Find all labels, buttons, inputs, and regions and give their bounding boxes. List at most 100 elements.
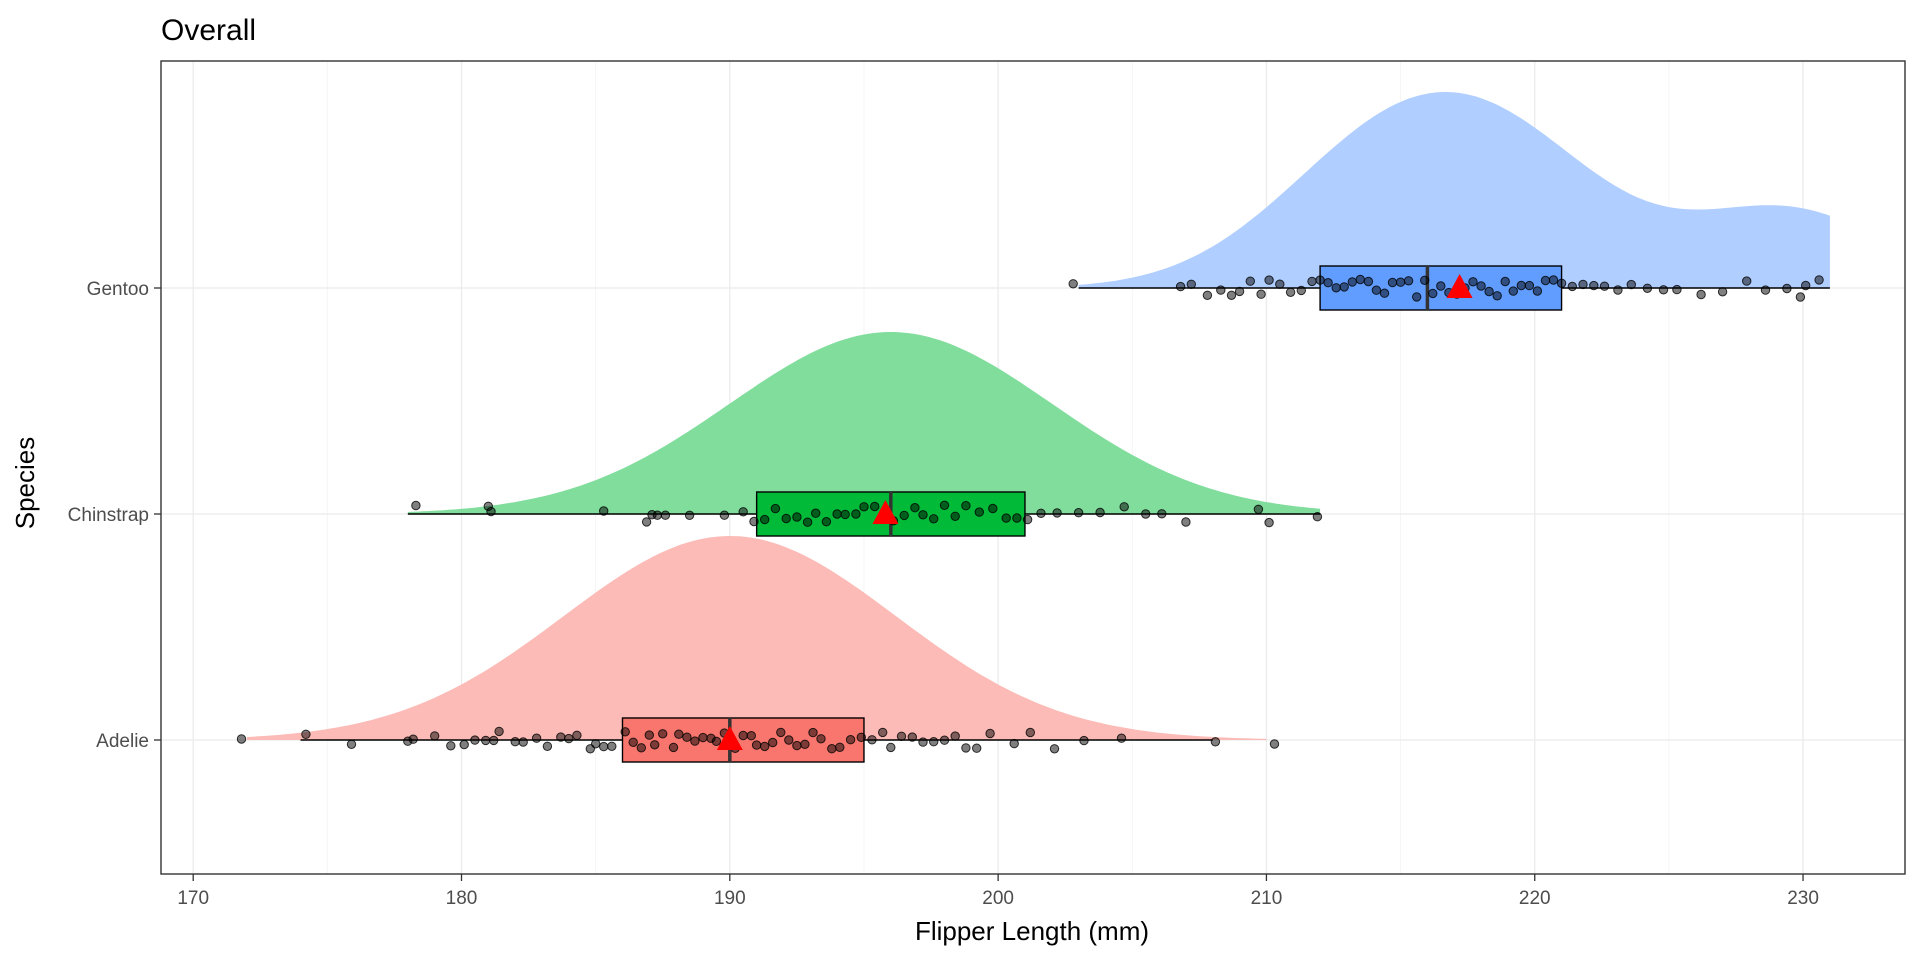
data-point	[1347, 277, 1358, 287]
data-point	[494, 726, 504, 737]
data-point	[1782, 283, 1792, 294]
data-point	[459, 739, 469, 750]
data-point	[896, 731, 907, 741]
data-point	[1025, 727, 1036, 738]
series-gentoo	[1068, 92, 1830, 311]
data-point	[929, 737, 939, 747]
data-point	[1508, 286, 1519, 296]
data-point	[972, 743, 982, 753]
data-point	[1696, 289, 1706, 300]
data-point	[1567, 281, 1578, 292]
data-point	[792, 512, 802, 522]
y-axis-title: Species	[10, 437, 40, 530]
mean-marker	[872, 500, 899, 524]
data-point	[1476, 281, 1486, 291]
data-point	[1245, 276, 1256, 286]
data-point	[1073, 508, 1084, 518]
data-point	[811, 508, 821, 518]
data-point	[1036, 508, 1046, 518]
data-point	[1412, 292, 1422, 302]
data-point	[792, 740, 802, 751]
data-point	[886, 742, 896, 753]
density-cloud	[1078, 92, 1830, 288]
data-point	[641, 517, 652, 527]
data-point	[518, 737, 528, 747]
data-point	[1468, 277, 1478, 287]
data-point	[918, 510, 928, 520]
y-tick-label: Gentoo	[87, 279, 149, 300]
outlier-point	[1269, 739, 1280, 749]
data-point	[620, 727, 630, 737]
data-point	[1403, 276, 1414, 286]
data-point	[760, 741, 770, 752]
data-point	[939, 500, 950, 510]
outlier-point	[236, 734, 247, 744]
data-point	[827, 744, 837, 754]
data-point	[674, 729, 684, 739]
data-point	[411, 500, 421, 511]
data-point	[907, 732, 917, 742]
data-point	[1484, 286, 1494, 297]
density-cloud	[407, 332, 1321, 514]
data-point	[1658, 285, 1669, 295]
data-point	[1420, 275, 1430, 285]
data-point	[1717, 287, 1728, 297]
data-point	[781, 513, 791, 524]
data-point	[1234, 286, 1245, 297]
data-point	[1116, 733, 1127, 743]
data-point	[840, 509, 850, 520]
data-point	[564, 733, 574, 744]
x-tick-label: 210	[1251, 888, 1283, 909]
data-point	[470, 735, 480, 745]
data-point	[591, 739, 601, 749]
data-point	[1141, 509, 1151, 519]
mean-marker	[716, 726, 743, 750]
data-point	[1578, 279, 1588, 290]
data-point	[1626, 279, 1637, 290]
data-point	[870, 501, 880, 512]
data-point	[1312, 512, 1323, 522]
data-point	[1524, 280, 1535, 291]
data-point	[1795, 292, 1806, 302]
data-point	[878, 727, 888, 738]
data-point	[1256, 289, 1266, 299]
data-point	[974, 507, 984, 517]
data-point	[746, 731, 756, 741]
series-layer	[236, 92, 1830, 763]
data-point	[711, 736, 722, 746]
data-point	[1253, 504, 1264, 514]
data-point	[1436, 281, 1446, 291]
series-chinstrap	[407, 332, 1323, 537]
data-point	[1022, 514, 1033, 525]
data-point	[776, 727, 786, 738]
data-point	[599, 506, 609, 516]
data-point	[1339, 282, 1349, 292]
data-point	[301, 729, 311, 739]
x-tick-label: 220	[1519, 888, 1551, 909]
data-point	[910, 503, 920, 513]
density-cloud	[246, 536, 1267, 740]
data-point	[1642, 283, 1653, 293]
data-point	[1226, 290, 1237, 300]
data-point	[1052, 508, 1062, 518]
data-point	[1556, 278, 1567, 288]
data-point	[446, 741, 456, 751]
data-point	[572, 730, 582, 740]
data-point	[684, 510, 695, 520]
data-point	[408, 734, 418, 744]
x-tick-label: 170	[177, 888, 209, 909]
y-tick-label: Chinstrap	[68, 505, 149, 526]
data-point	[1095, 507, 1105, 518]
data-point	[835, 742, 845, 752]
data-point	[1285, 287, 1296, 297]
data-point	[1548, 275, 1559, 285]
data-point	[988, 503, 998, 514]
data-point	[749, 516, 759, 527]
data-point	[929, 514, 939, 524]
x-axis-title: Flipper Length (mm)	[915, 916, 1149, 946]
data-point	[1532, 286, 1543, 296]
data-point	[859, 502, 869, 512]
data-point	[1540, 275, 1551, 286]
data-point	[489, 735, 499, 746]
data-point	[1371, 285, 1382, 295]
